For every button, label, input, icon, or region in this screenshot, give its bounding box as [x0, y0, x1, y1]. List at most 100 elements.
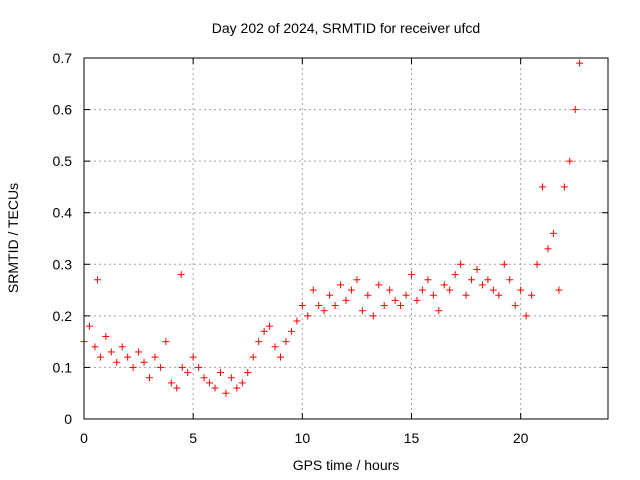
data-point — [277, 353, 284, 361]
data-point — [107, 348, 115, 356]
data-point — [473, 265, 481, 273]
data-point — [287, 327, 295, 335]
x-axis-label: GPS time / hours — [293, 457, 400, 473]
data-point — [129, 363, 137, 371]
y-tick-label: 0.4 — [53, 205, 73, 221]
data-point — [211, 384, 219, 392]
data-points — [80, 59, 584, 397]
data-point — [489, 286, 497, 294]
data-point — [146, 374, 153, 382]
data-point — [140, 358, 148, 366]
data-point — [528, 291, 536, 299]
data-point — [533, 260, 541, 268]
tick-labels: 0 5 10 15 20 0 0.1 0.2 0.3 0.4 0.5 0.6 0.7 — [53, 50, 529, 446]
y-tick-label: 0.2 — [53, 308, 73, 324]
data-point — [337, 281, 345, 289]
x-tick-label: 15 — [404, 430, 420, 446]
data-point — [298, 302, 306, 310]
data-point — [347, 286, 355, 294]
data-point — [511, 302, 519, 310]
data-point — [162, 338, 170, 346]
data-point — [544, 245, 552, 253]
data-point — [380, 302, 388, 310]
y-tick-label: 0.5 — [53, 153, 73, 169]
data-point — [571, 106, 579, 114]
data-point — [260, 327, 268, 335]
data-point — [539, 183, 546, 191]
data-point — [462, 291, 470, 299]
data-point — [255, 338, 263, 346]
data-point — [517, 286, 525, 294]
data-point — [135, 348, 143, 356]
data-point — [177, 271, 185, 279]
data-point — [576, 59, 584, 67]
data-point — [320, 307, 328, 315]
data-point — [309, 286, 317, 294]
data-point — [304, 312, 312, 320]
x-tick-label: 10 — [295, 430, 311, 446]
data-point — [424, 276, 432, 284]
data-point — [468, 276, 476, 284]
data-point — [457, 260, 465, 268]
plot-frame — [83, 57, 609, 420]
data-point — [249, 353, 257, 361]
data-point — [566, 157, 574, 165]
data-point — [440, 281, 448, 289]
data-point — [189, 353, 197, 361]
data-point — [94, 276, 102, 284]
data-point — [358, 307, 366, 315]
data-point — [244, 369, 252, 377]
data-point — [451, 271, 459, 279]
data-point — [478, 281, 486, 289]
data-point — [96, 353, 104, 361]
data-point — [315, 302, 323, 310]
y-tick-label: 0 — [64, 411, 72, 427]
y-axis-label: SRMTID / TECUs — [5, 183, 21, 293]
y-tick-label: 0.3 — [53, 256, 73, 272]
y-tick-label: 0.1 — [53, 359, 73, 375]
data-point — [156, 363, 164, 371]
data-point — [500, 260, 508, 268]
data-point — [178, 363, 186, 371]
data-point — [435, 307, 443, 315]
data-point — [429, 291, 437, 299]
data-point — [397, 302, 405, 310]
y-tick-label: 0.6 — [53, 102, 73, 118]
data-point — [173, 384, 181, 392]
y-tick-label: 0.7 — [53, 50, 73, 66]
data-point — [364, 291, 372, 299]
data-point — [522, 312, 530, 320]
data-point — [446, 286, 454, 294]
data-point — [200, 374, 208, 382]
data-point — [282, 338, 290, 346]
data-point — [386, 286, 394, 294]
data-point — [238, 379, 246, 387]
data-point — [495, 291, 503, 299]
data-point — [184, 369, 192, 377]
data-point — [227, 374, 235, 382]
data-point — [293, 317, 301, 325]
data-point — [266, 322, 274, 330]
data-point — [369, 312, 377, 320]
data-point — [113, 358, 121, 366]
data-point — [91, 343, 99, 351]
data-point — [216, 369, 224, 377]
data-point — [402, 291, 410, 299]
grid-layer — [84, 58, 608, 419]
data-point — [206, 379, 214, 387]
data-point — [555, 286, 563, 294]
data-point — [326, 291, 334, 299]
data-point — [222, 389, 230, 397]
data-point — [233, 384, 241, 392]
data-point — [413, 296, 421, 304]
data-point — [167, 379, 175, 387]
x-tick-label: 20 — [513, 430, 529, 446]
data-point — [331, 302, 339, 310]
data-point — [151, 353, 159, 361]
data-point — [85, 322, 93, 330]
data-point — [391, 296, 399, 304]
data-point — [560, 183, 568, 191]
data-point — [549, 229, 557, 237]
